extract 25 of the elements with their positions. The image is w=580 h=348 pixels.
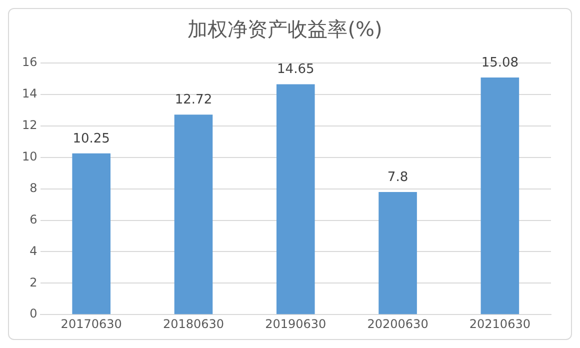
bar	[378, 192, 417, 314]
x-tick-label: 20200630	[367, 316, 428, 331]
y-tick-label: 4	[30, 244, 38, 258]
data-label: 15.08	[481, 55, 519, 70]
bar	[72, 153, 110, 314]
y-tick-label: 6	[30, 212, 38, 226]
data-label: 14.65	[277, 62, 314, 78]
y-tick-label: 12	[22, 118, 38, 132]
x-tick-label: 20180630	[162, 316, 224, 331]
data-label: 10.25	[72, 131, 110, 146]
y-tick-label: 8	[30, 180, 38, 195]
y-tick-label: 10	[22, 149, 38, 164]
x-tick-label: 20190630	[265, 316, 326, 331]
bar	[276, 84, 315, 314]
data-label: 12.72	[174, 92, 212, 108]
x-tick-label: 20170630	[60, 316, 122, 331]
bar	[480, 77, 520, 314]
chart-title: 加权净资产收益率(%)	[188, 17, 382, 42]
bar	[174, 114, 213, 314]
y-tick-label: 14	[22, 86, 38, 101]
y-tick-label: 2	[30, 275, 38, 290]
x-tick-label: 20210630	[469, 316, 530, 331]
data-label: 7.8	[387, 170, 408, 185]
y-tick-label: 16	[22, 55, 38, 70]
y-tick-label: 0	[30, 306, 38, 321]
